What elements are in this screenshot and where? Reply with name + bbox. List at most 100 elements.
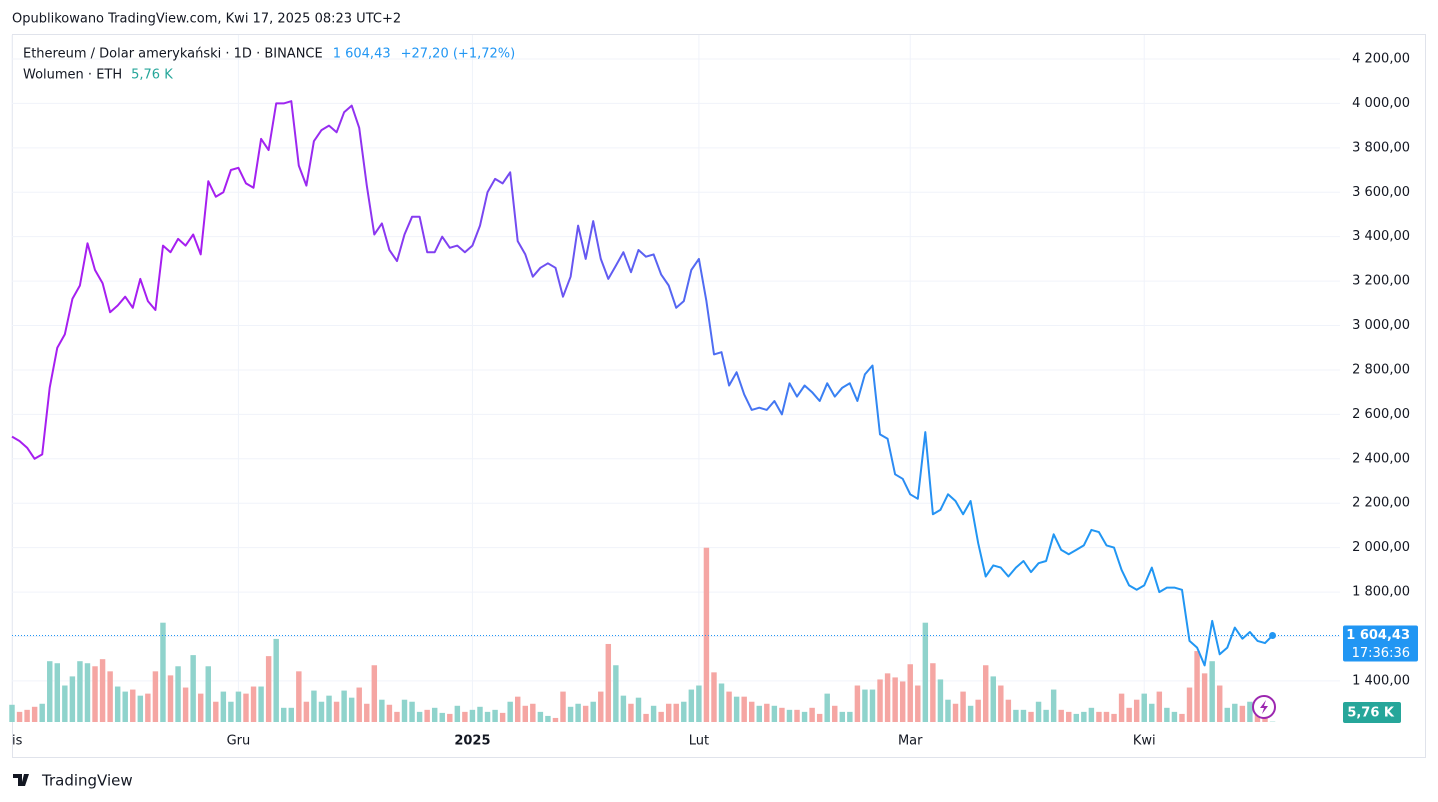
volume-bar [749,701,755,722]
volume-bar [1201,673,1208,722]
volume-bar [145,693,151,722]
volume-bar [515,696,521,722]
volume-bar [1141,693,1147,722]
volume-bar [869,689,876,722]
volume-bar [960,691,966,722]
volume-bar [1224,707,1230,722]
volume-bar [1096,711,1102,722]
y-tick-label: 2 400,00 [1352,451,1410,466]
volume-bar [1186,687,1193,722]
volume-bar [786,709,793,722]
volume-bar [1081,711,1087,722]
volume-bar [915,685,921,722]
volume-bar [47,661,53,722]
volume-bar [1111,713,1117,722]
volume-bar [771,705,778,722]
volume-bar [832,705,838,722]
volume-bar [39,703,45,722]
price-pane [11,100,1340,667]
y-tick-label: 2 000,00 [1352,540,1410,555]
volume-bar [114,686,121,722]
volume-bar [945,699,951,722]
volume-bar [681,701,687,722]
volume-bar [1171,711,1178,722]
y-tick-label: 3 800,00 [1352,140,1410,155]
volume-bar [303,701,310,722]
volume-bar [620,695,627,722]
volume-bar [69,676,76,722]
volume-bar [152,671,159,722]
volume-bar [1156,691,1163,722]
last-price-dot [1269,632,1277,640]
volume-pane [9,547,1276,722]
volume-bar [741,696,747,722]
volume-bar [190,655,196,722]
volume-bar [431,707,438,722]
volume-bar [205,666,211,722]
volume-bar [726,691,732,722]
volume-bar [1020,709,1027,722]
volume-bar [31,706,38,722]
y-tick-label: 3 000,00 [1352,318,1410,333]
volume-bar [364,703,370,722]
volume-bar [967,705,974,722]
y-tick-label: 3 600,00 [1352,185,1410,200]
volume-bar [990,676,996,722]
published-note: Opublikowano TradingView.com, Kwi 17, 20… [12,12,401,27]
volume-bar [764,703,770,722]
volume-bar [635,697,642,722]
y-tick-label: 1 400,00 [1352,673,1410,688]
volume-bar [854,685,861,722]
volume-bar [824,693,830,722]
volume-bar [484,711,491,722]
volume-bar [809,707,815,722]
y-tick-label: 3 400,00 [1352,229,1410,244]
volume-bar [1149,703,1155,722]
volume-bar [665,703,672,722]
volume-bar [658,711,664,722]
volume-bar [243,693,249,722]
y-tick-label: 2 800,00 [1352,362,1410,377]
volume-bar [718,683,725,722]
volume-bar [424,709,430,722]
chart-frame [12,34,1426,758]
volume-bar [892,677,898,722]
volume-bar [794,709,800,722]
volume-bar [371,665,378,722]
volume-tag [1343,702,1401,723]
y-tick-label: 4 200,00 [1352,51,1410,66]
volume-bar [1103,711,1110,722]
volume-bar [1005,699,1012,722]
volume-bar [982,665,989,722]
volume-bar [703,547,710,722]
lightning-icon[interactable] [1252,695,1276,719]
volume-bar [643,713,649,722]
volume-bar [605,643,612,722]
volume-bar [1118,693,1125,722]
volume-bar [84,663,91,722]
volume-bar [1043,709,1049,722]
volume-bar [650,705,657,722]
volume-bar [1209,661,1215,722]
y-tick-label: 1 800,00 [1352,585,1410,600]
volume-bar [348,697,355,722]
volume-bar [167,675,174,722]
volume-bar [416,711,423,722]
volume-bar [1035,701,1042,722]
volume-bar [92,666,98,722]
volume-bar [899,681,906,722]
volume-bar [816,713,823,722]
volume-bar [235,691,242,722]
volume-bar [439,712,445,722]
countdown: 17:36:36 [1352,646,1410,661]
legend-symbol: Ethereum / Dolar amerykański · 1D · BINA… [23,47,323,62]
legend-price: 1 604,43 [333,47,391,62]
volume-bar [560,691,566,722]
brand: TradingView [13,772,133,790]
y-tick-label: 2 200,00 [1352,496,1410,511]
volume-bar [567,706,574,722]
volume-bar [197,693,204,722]
volume-bar [1088,707,1095,722]
volume-bar [130,689,136,722]
